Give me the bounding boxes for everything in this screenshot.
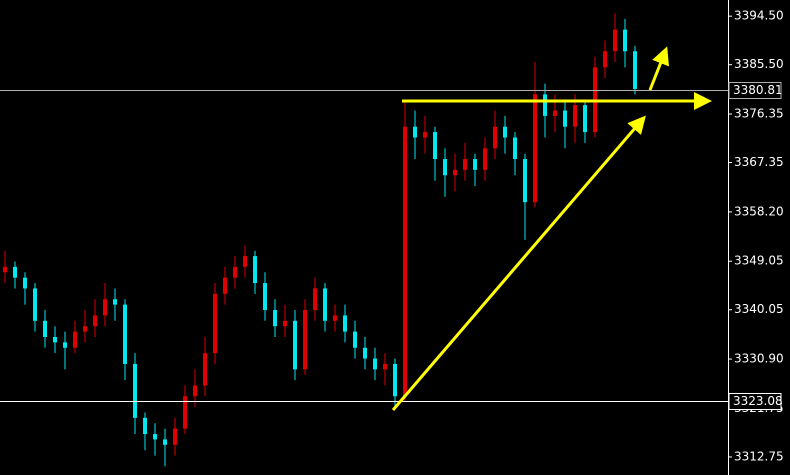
y-tick-label: 3312.75: [734, 449, 784, 463]
candle-body: [533, 94, 537, 203]
candle-body: [163, 439, 167, 445]
y-tick-label: 3340.05: [734, 302, 784, 316]
y-tick-label: 3367.35: [734, 155, 784, 169]
candle-body: [323, 288, 327, 321]
candle-body: [603, 51, 607, 68]
candle-body: [393, 363, 397, 397]
y-tick-label: 3330.90: [734, 352, 784, 366]
candle-body: [53, 336, 57, 343]
y-tick-label: 3358.20: [734, 204, 784, 218]
candle-body: [543, 94, 547, 116]
candle-body: [473, 159, 477, 170]
candle-body: [633, 51, 637, 89]
candle-body: [33, 288, 37, 321]
price-label: 3323.08: [733, 394, 783, 408]
y-tick-label: 3376.35: [734, 107, 784, 121]
candle-body: [513, 137, 517, 160]
candle-body: [493, 126, 497, 149]
candle-body: [223, 277, 227, 294]
trend-arrow: [391, 115, 646, 411]
candle-body: [573, 105, 577, 127]
candle-body: [73, 331, 77, 348]
candle-body: [293, 320, 297, 370]
candle-body: [3, 266, 7, 273]
candle-body: [343, 315, 347, 332]
candle-body: [443, 159, 447, 176]
candle-body: [583, 105, 587, 133]
price-label-box: [728, 82, 782, 99]
candle-body: [453, 169, 457, 176]
candle-body: [563, 110, 567, 127]
candle-body: [63, 342, 67, 348]
candle-body: [463, 159, 467, 170]
candle-body: [423, 132, 427, 138]
candle-body: [183, 396, 187, 429]
candle-body: [413, 126, 417, 138]
price-label-box: [728, 393, 782, 410]
candle-body: [403, 126, 407, 397]
candle-body: [143, 417, 147, 435]
y-tick-label: 3394.50: [734, 9, 784, 23]
candle-body: [93, 315, 97, 327]
candle-body: [333, 315, 337, 321]
candle-body: [23, 277, 27, 289]
candle-body: [523, 159, 527, 203]
candle-body: [373, 358, 377, 370]
up-arrow: [648, 46, 669, 91]
candle-body: [383, 363, 387, 370]
candle-body: [123, 304, 127, 364]
candle-body: [103, 299, 107, 316]
candle-body: [303, 310, 307, 370]
candle-body: [173, 428, 177, 445]
candle-body: [233, 266, 237, 278]
candle-body: [153, 434, 157, 440]
candle-body: [253, 256, 257, 284]
price-label: 3380.81: [733, 83, 783, 97]
candle-body: [613, 29, 617, 52]
candle-body: [243, 256, 247, 267]
candle-body: [113, 299, 117, 305]
candle-body: [283, 320, 287, 327]
candle-body: [263, 283, 267, 311]
candle-body: [313, 288, 317, 311]
candle-body: [273, 310, 277, 327]
y-tick-label: 3349.05: [734, 254, 784, 268]
candle-body: [203, 353, 207, 386]
candle-body: [83, 326, 87, 332]
candle-body: [43, 320, 47, 337]
candle-body: [193, 385, 197, 397]
plot-area: [0, 13, 728, 467]
y-tick-label: 3385.50: [734, 57, 784, 71]
candle-body: [353, 331, 357, 348]
candle-body: [483, 148, 487, 170]
candle-body: [503, 126, 507, 138]
candle-body: [623, 29, 627, 52]
candle-body: [553, 110, 557, 116]
candle-body: [13, 266, 17, 278]
candle-body: [363, 347, 367, 359]
candle-body: [433, 132, 437, 160]
candle-body: [213, 293, 217, 354]
candle-body: [133, 363, 137, 418]
